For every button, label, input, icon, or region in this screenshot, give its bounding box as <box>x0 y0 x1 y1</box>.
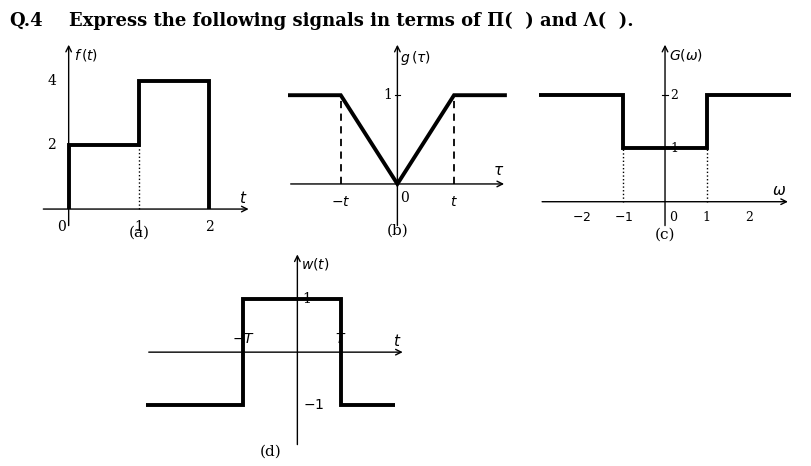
Text: 0: 0 <box>400 191 409 205</box>
Text: $G(\omega)$: $G(\omega)$ <box>669 47 703 63</box>
Text: $-T$: $-T$ <box>232 332 255 346</box>
Text: $w(t)$: $w(t)$ <box>301 256 329 272</box>
Text: 2: 2 <box>205 220 213 234</box>
Text: 2: 2 <box>47 138 56 152</box>
Text: (b): (b) <box>387 224 408 238</box>
Text: $t$: $t$ <box>239 190 248 206</box>
Text: 0: 0 <box>58 220 66 234</box>
Text: (c): (c) <box>654 227 676 241</box>
Text: $-1$: $-1$ <box>613 211 633 224</box>
Text: $t$: $t$ <box>450 195 458 209</box>
Text: (a): (a) <box>128 226 149 240</box>
Text: 2: 2 <box>744 211 753 224</box>
Text: $\tau$: $\tau$ <box>492 164 504 178</box>
Text: $-2$: $-2$ <box>572 211 590 224</box>
Text: Express the following signals in terms of Π(  ) and Λ(  ).: Express the following signals in terms o… <box>69 12 633 30</box>
Text: 1: 1 <box>303 292 311 306</box>
Text: 1: 1 <box>383 88 392 102</box>
Text: 0: 0 <box>669 211 677 224</box>
Text: $g\,(\tau)$: $g\,(\tau)$ <box>401 49 431 67</box>
Text: (d): (d) <box>260 445 281 459</box>
Text: $-t$: $-t$ <box>331 195 350 209</box>
Text: $t$: $t$ <box>393 333 401 349</box>
Text: 4: 4 <box>47 74 56 88</box>
Text: $f\,(t)$: $f\,(t)$ <box>75 47 98 63</box>
Text: 1: 1 <box>703 211 711 224</box>
Text: 1: 1 <box>135 220 144 234</box>
Text: $-1$: $-1$ <box>303 398 324 412</box>
Text: Q.4: Q.4 <box>10 12 43 30</box>
Text: 2: 2 <box>670 89 678 102</box>
Text: $T$: $T$ <box>335 332 346 346</box>
Text: 1: 1 <box>670 142 678 155</box>
Text: $\omega$: $\omega$ <box>771 185 786 199</box>
